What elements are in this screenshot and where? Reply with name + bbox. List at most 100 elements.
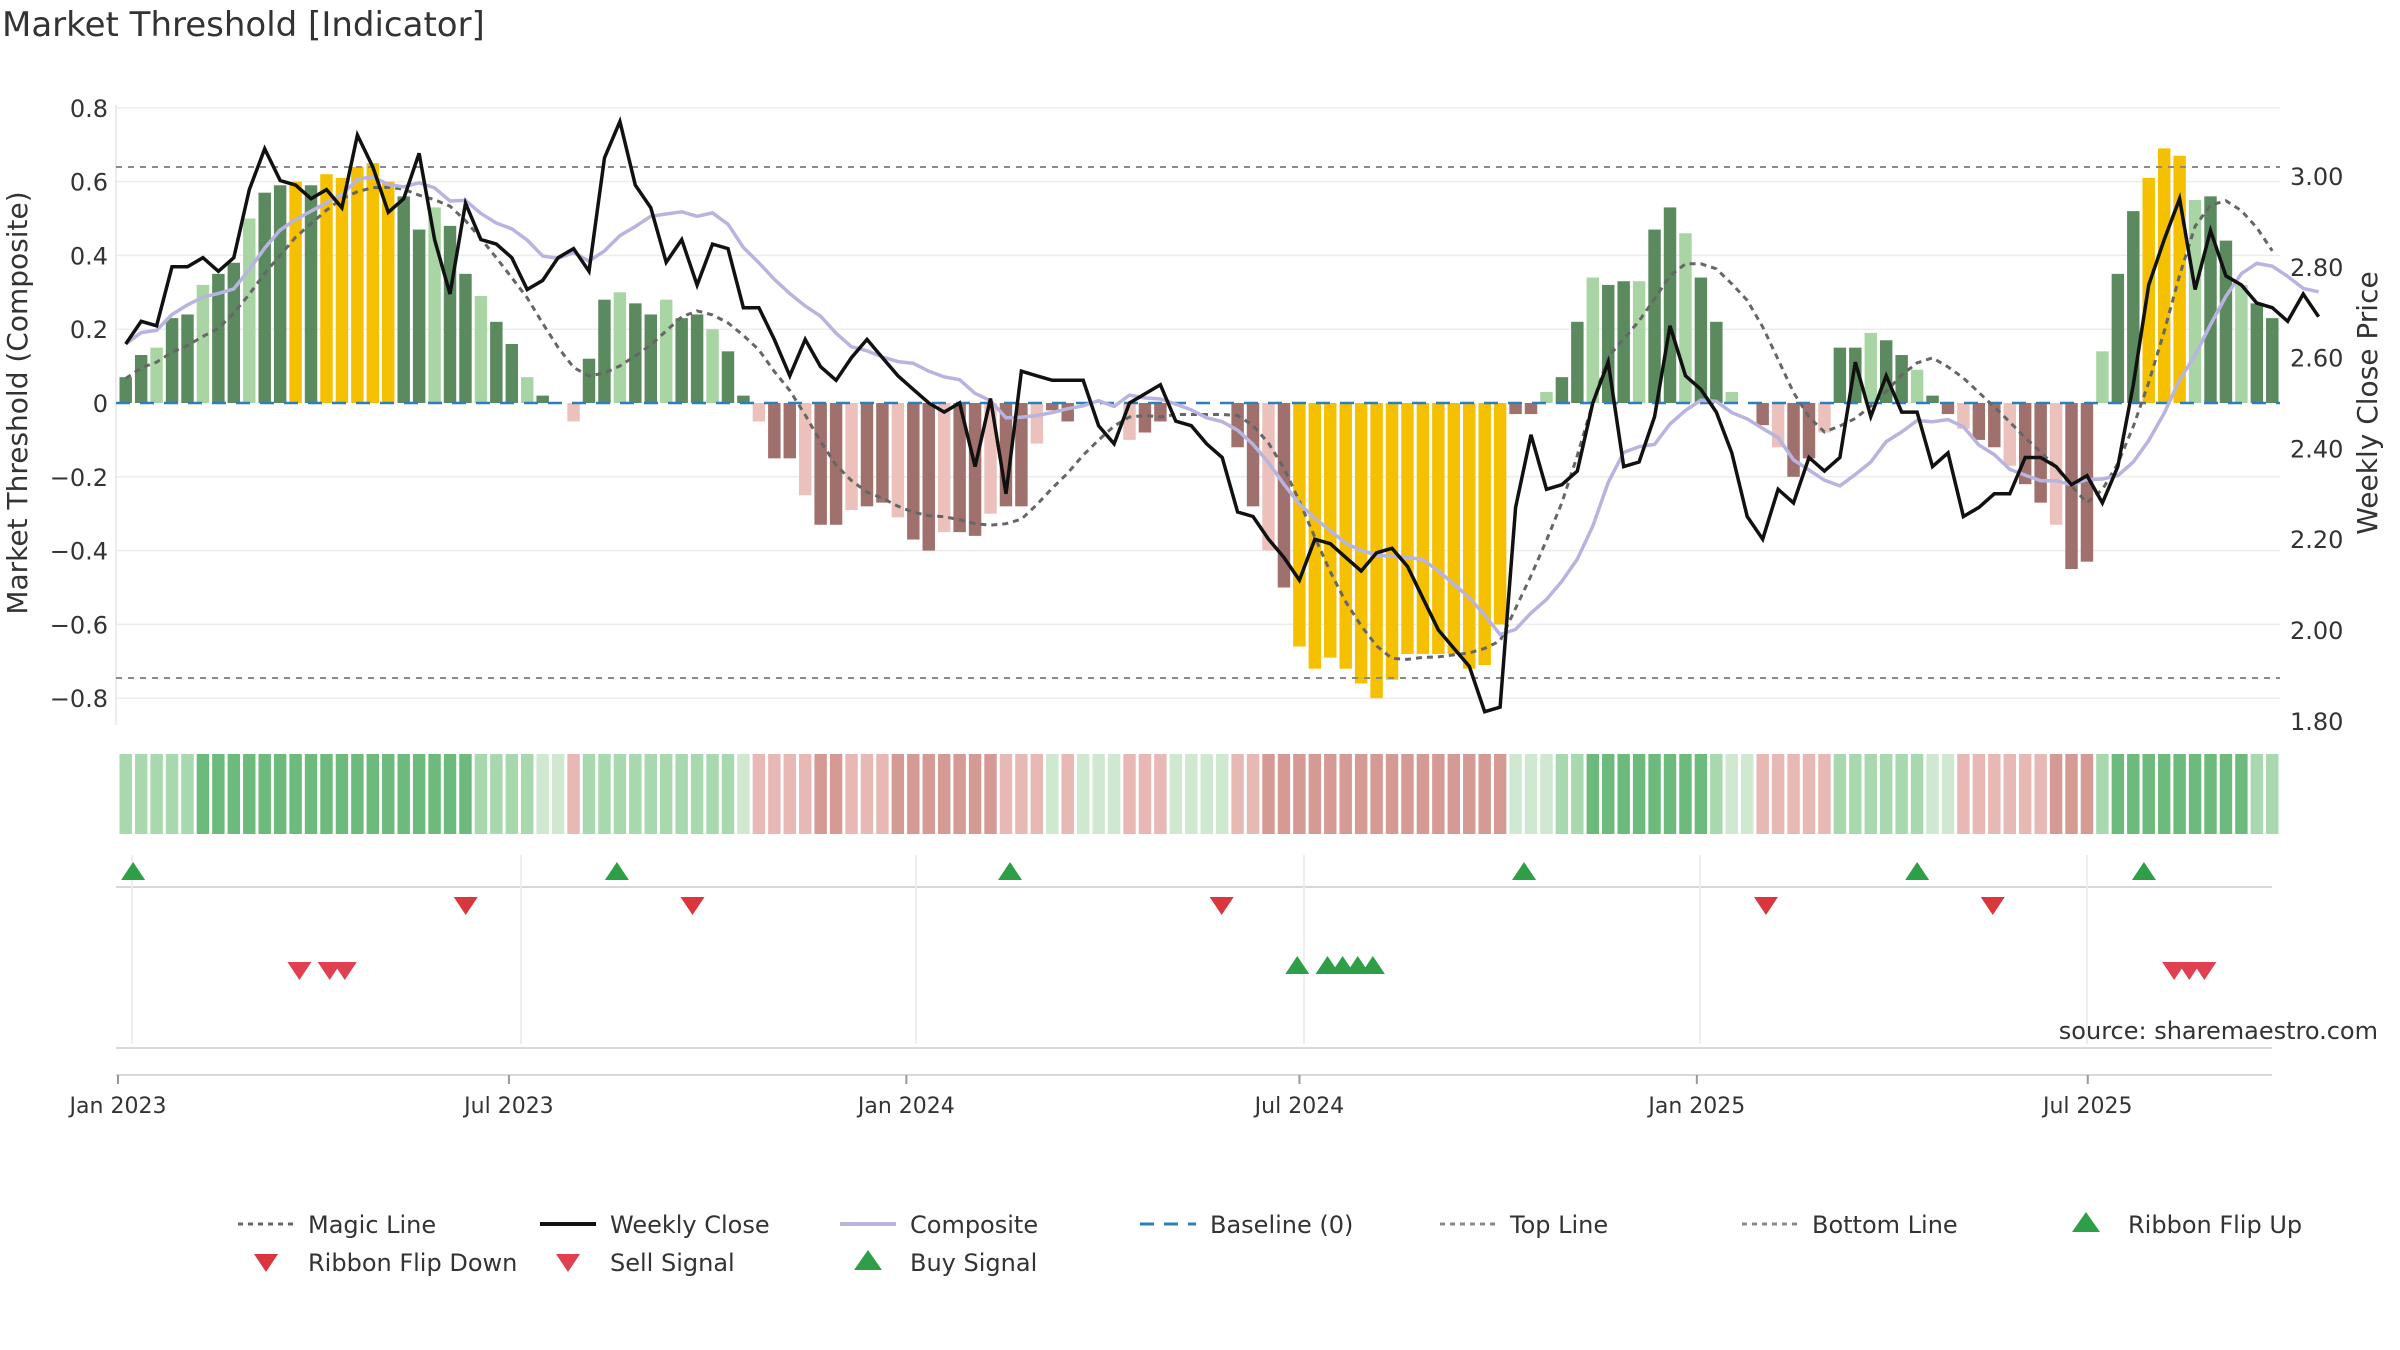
ribbon-cell xyxy=(2157,754,2171,834)
composite-bar xyxy=(644,314,657,403)
composite-bar xyxy=(196,284,210,403)
right-axis-ticks: 3.00 2.80 2.60 2.40 2.20 2.00 1.80 xyxy=(2290,163,2343,736)
source-note: source: sharemaestro.com xyxy=(2059,1017,2378,1045)
ribbon-cell xyxy=(1107,754,1121,834)
composite-bar xyxy=(134,355,148,403)
ribbon-cell xyxy=(1617,754,1630,834)
composite-bar xyxy=(860,403,874,507)
ribbon-cell xyxy=(768,754,781,834)
ribbon-cell xyxy=(1185,754,1198,834)
x-tick-label: Jan 2025 xyxy=(1646,1094,1745,1119)
x-tick-label: Jul 2023 xyxy=(462,1094,554,1119)
ribbon-cell xyxy=(1169,754,1183,834)
ribbon-cell xyxy=(1632,754,1646,834)
composite-bar xyxy=(907,403,920,540)
ribbon-cell xyxy=(2173,754,2186,834)
right-tick-label: 2.80 xyxy=(2290,254,2343,282)
composite-bar xyxy=(2219,240,2233,403)
ribbon-cell xyxy=(212,754,225,834)
composite-bar xyxy=(1246,403,1260,507)
composite-bar xyxy=(1030,403,1044,444)
composite-bar xyxy=(752,403,766,422)
ribbon-cell xyxy=(984,754,997,834)
sell-signal-marker xyxy=(332,962,357,980)
x-axis-ticks: Jan 2023 Jul 2023 Jan 2024 Jul 2024 Jan 2025… xyxy=(68,1075,2133,1119)
ribbon-cell xyxy=(1957,754,1970,834)
ribbon-cell xyxy=(1354,754,1368,834)
composite-bar xyxy=(1277,403,1291,588)
composite-bar xyxy=(1463,403,1476,669)
composite-bar xyxy=(1586,277,1600,403)
ribbon-cell xyxy=(721,754,735,834)
ribbon-cell xyxy=(1401,754,1414,834)
composite-bar xyxy=(1015,403,1028,507)
ribbon-cell xyxy=(2219,754,2233,834)
composite-bar xyxy=(335,177,349,403)
composite-bar xyxy=(845,403,858,511)
composite-bar xyxy=(690,314,704,403)
composite-bar xyxy=(1138,403,1152,433)
ribbon-cell xyxy=(937,754,951,834)
right-tick-label: 2.20 xyxy=(2290,526,2343,554)
ribbon-cell xyxy=(2204,754,2217,834)
ribbon-cell xyxy=(876,754,889,834)
ribbon-cell xyxy=(134,754,148,834)
right-tick-label: 2.40 xyxy=(2290,435,2343,463)
ribbon-cell xyxy=(1864,754,1877,834)
composite-bar xyxy=(1540,391,1553,403)
buy-signal-marker xyxy=(1285,956,1310,974)
composite-bar xyxy=(2266,318,2279,403)
ribbon-cell xyxy=(1710,754,1723,834)
composite-bar xyxy=(675,318,688,403)
ribbon-cell xyxy=(2080,754,2094,834)
signal-panels xyxy=(116,855,2272,1076)
composite-bar xyxy=(814,403,827,525)
ribbon-cell xyxy=(567,754,580,834)
composite-bar xyxy=(1725,391,1738,403)
ribbon-cell xyxy=(397,754,410,834)
ribbon-flip-up-marker xyxy=(1905,862,1930,880)
composite-bar xyxy=(1910,369,1924,403)
composite-bar xyxy=(273,185,287,403)
legend-label: Composite xyxy=(910,1211,1038,1239)
ribbon-cell xyxy=(1972,754,1986,834)
composite-bar xyxy=(953,403,966,533)
composite-bar xyxy=(922,403,935,551)
weekly-close-line xyxy=(124,115,2321,714)
composite-bar xyxy=(582,358,596,403)
composite-bar xyxy=(1416,403,1430,654)
legend-label: Ribbon Flip Down xyxy=(308,1249,517,1277)
left-tick-label: −0.8 xyxy=(50,685,108,713)
left-axis-ticks: 0.8 0.6 0.4 0.2 0 −0.2 −0.4 −0.6 −0.8 xyxy=(50,95,108,713)
composite-bar xyxy=(1385,403,1399,680)
composite-bar xyxy=(984,403,997,514)
composite-bar xyxy=(212,273,225,403)
right-axis-label: Weekly Close Price xyxy=(2351,271,2384,534)
ribbon-cell xyxy=(1833,754,1847,834)
ribbon-cell xyxy=(860,754,874,834)
composite-bar xyxy=(706,329,719,403)
ribbon-cell xyxy=(907,754,920,834)
ribbon-cell xyxy=(474,754,488,834)
ribbon-cell xyxy=(1988,754,2001,834)
ribbon-cell xyxy=(1447,754,1461,834)
ribbon-cell xyxy=(1154,754,1167,834)
ribbon-cell xyxy=(1463,754,1476,834)
legend-label: Magic Line xyxy=(308,1211,436,1239)
ribbon-cell xyxy=(1910,754,1924,834)
ribbon-flip-up-marker xyxy=(604,862,629,880)
composite-bar xyxy=(2250,303,2264,403)
ribbon-flip-down-marker xyxy=(680,897,705,915)
ribbon-flip-up-marker xyxy=(1512,862,1537,880)
composite-bar xyxy=(1833,347,1847,403)
ribbon-cell xyxy=(335,754,349,834)
ribbon-cell xyxy=(2142,754,2155,834)
ribbon-cell xyxy=(165,754,179,834)
ribbon-cell xyxy=(366,754,380,834)
composite-bar xyxy=(798,403,812,496)
signal-markers xyxy=(121,862,2217,980)
composite-bar xyxy=(366,163,380,403)
sell-signal-marker xyxy=(287,962,312,980)
ribbon-cell xyxy=(953,754,966,834)
